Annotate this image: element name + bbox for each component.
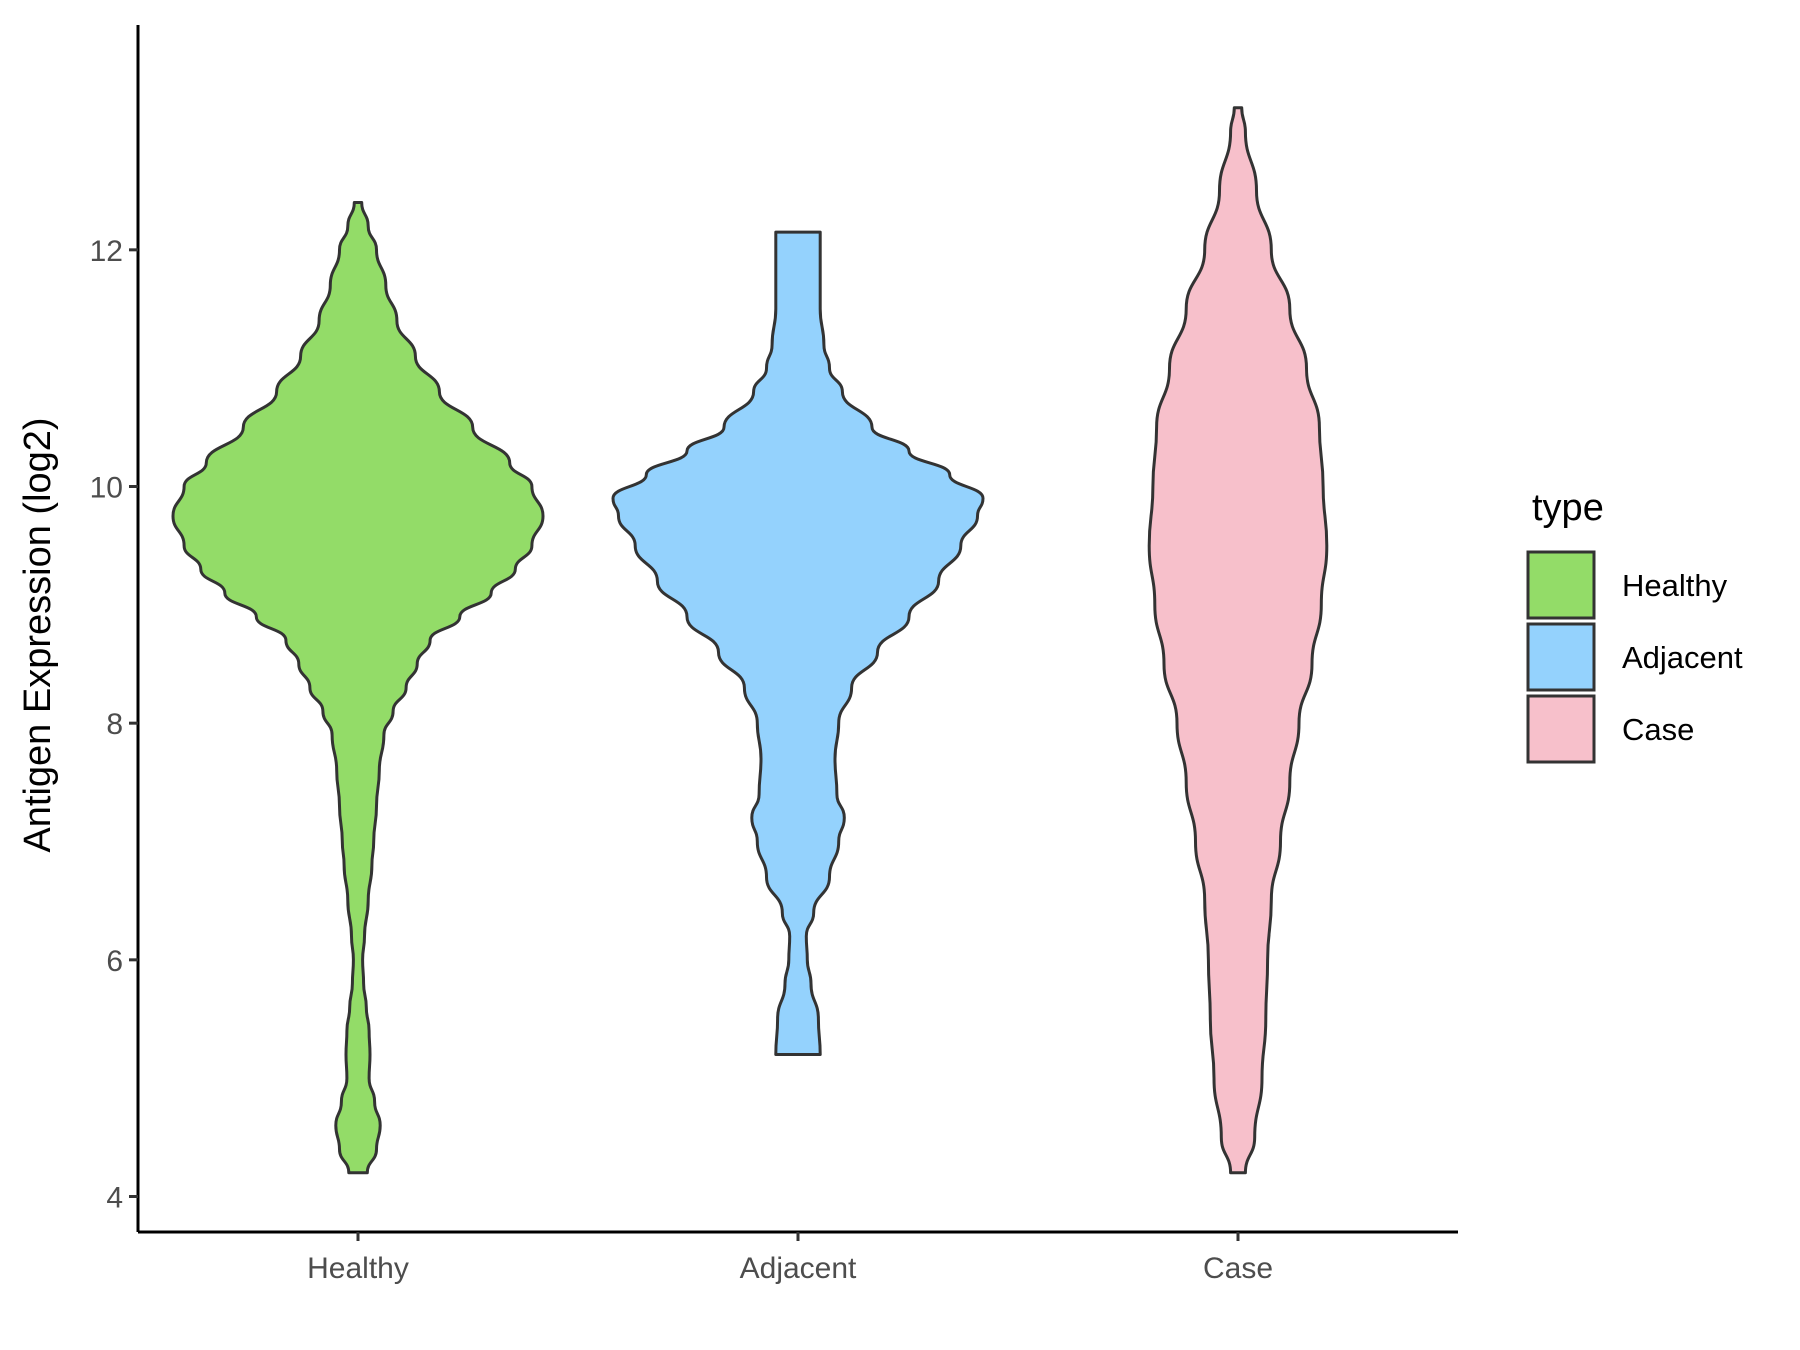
legend: type Healthy Adjacent Case [1526, 487, 1743, 764]
legend-label: Healthy [1622, 568, 1728, 603]
x-tick-label: Healthy [307, 1252, 409, 1285]
violin-case [1147, 106, 1329, 1175]
y-tick-label: 6 [106, 945, 123, 978]
x-tick-label: Adjacent [740, 1252, 857, 1285]
legend-label: Case [1622, 712, 1694, 747]
y-tick-label: 4 [106, 1182, 123, 1215]
axes: 4 6 8 10 12 Healthy Adjacent Case [90, 25, 1458, 1285]
y-tick-label: 8 [106, 708, 123, 741]
violin-healthy [171, 201, 545, 1175]
x-tick-label: Case [1203, 1252, 1273, 1285]
y-tick-label: 10 [90, 472, 123, 505]
violin-adjacent [611, 230, 985, 1056]
legend-key-case [1526, 694, 1596, 764]
legend-label: Adjacent [1622, 640, 1743, 675]
legend-key-adjacent [1526, 622, 1596, 692]
legend-title: type [1532, 487, 1604, 529]
y-tick-label: 12 [90, 235, 123, 268]
violin-layer [171, 106, 1329, 1175]
y-axis-title: Antigen Expression (log2) [17, 417, 59, 852]
legend-key-healthy [1526, 550, 1596, 620]
